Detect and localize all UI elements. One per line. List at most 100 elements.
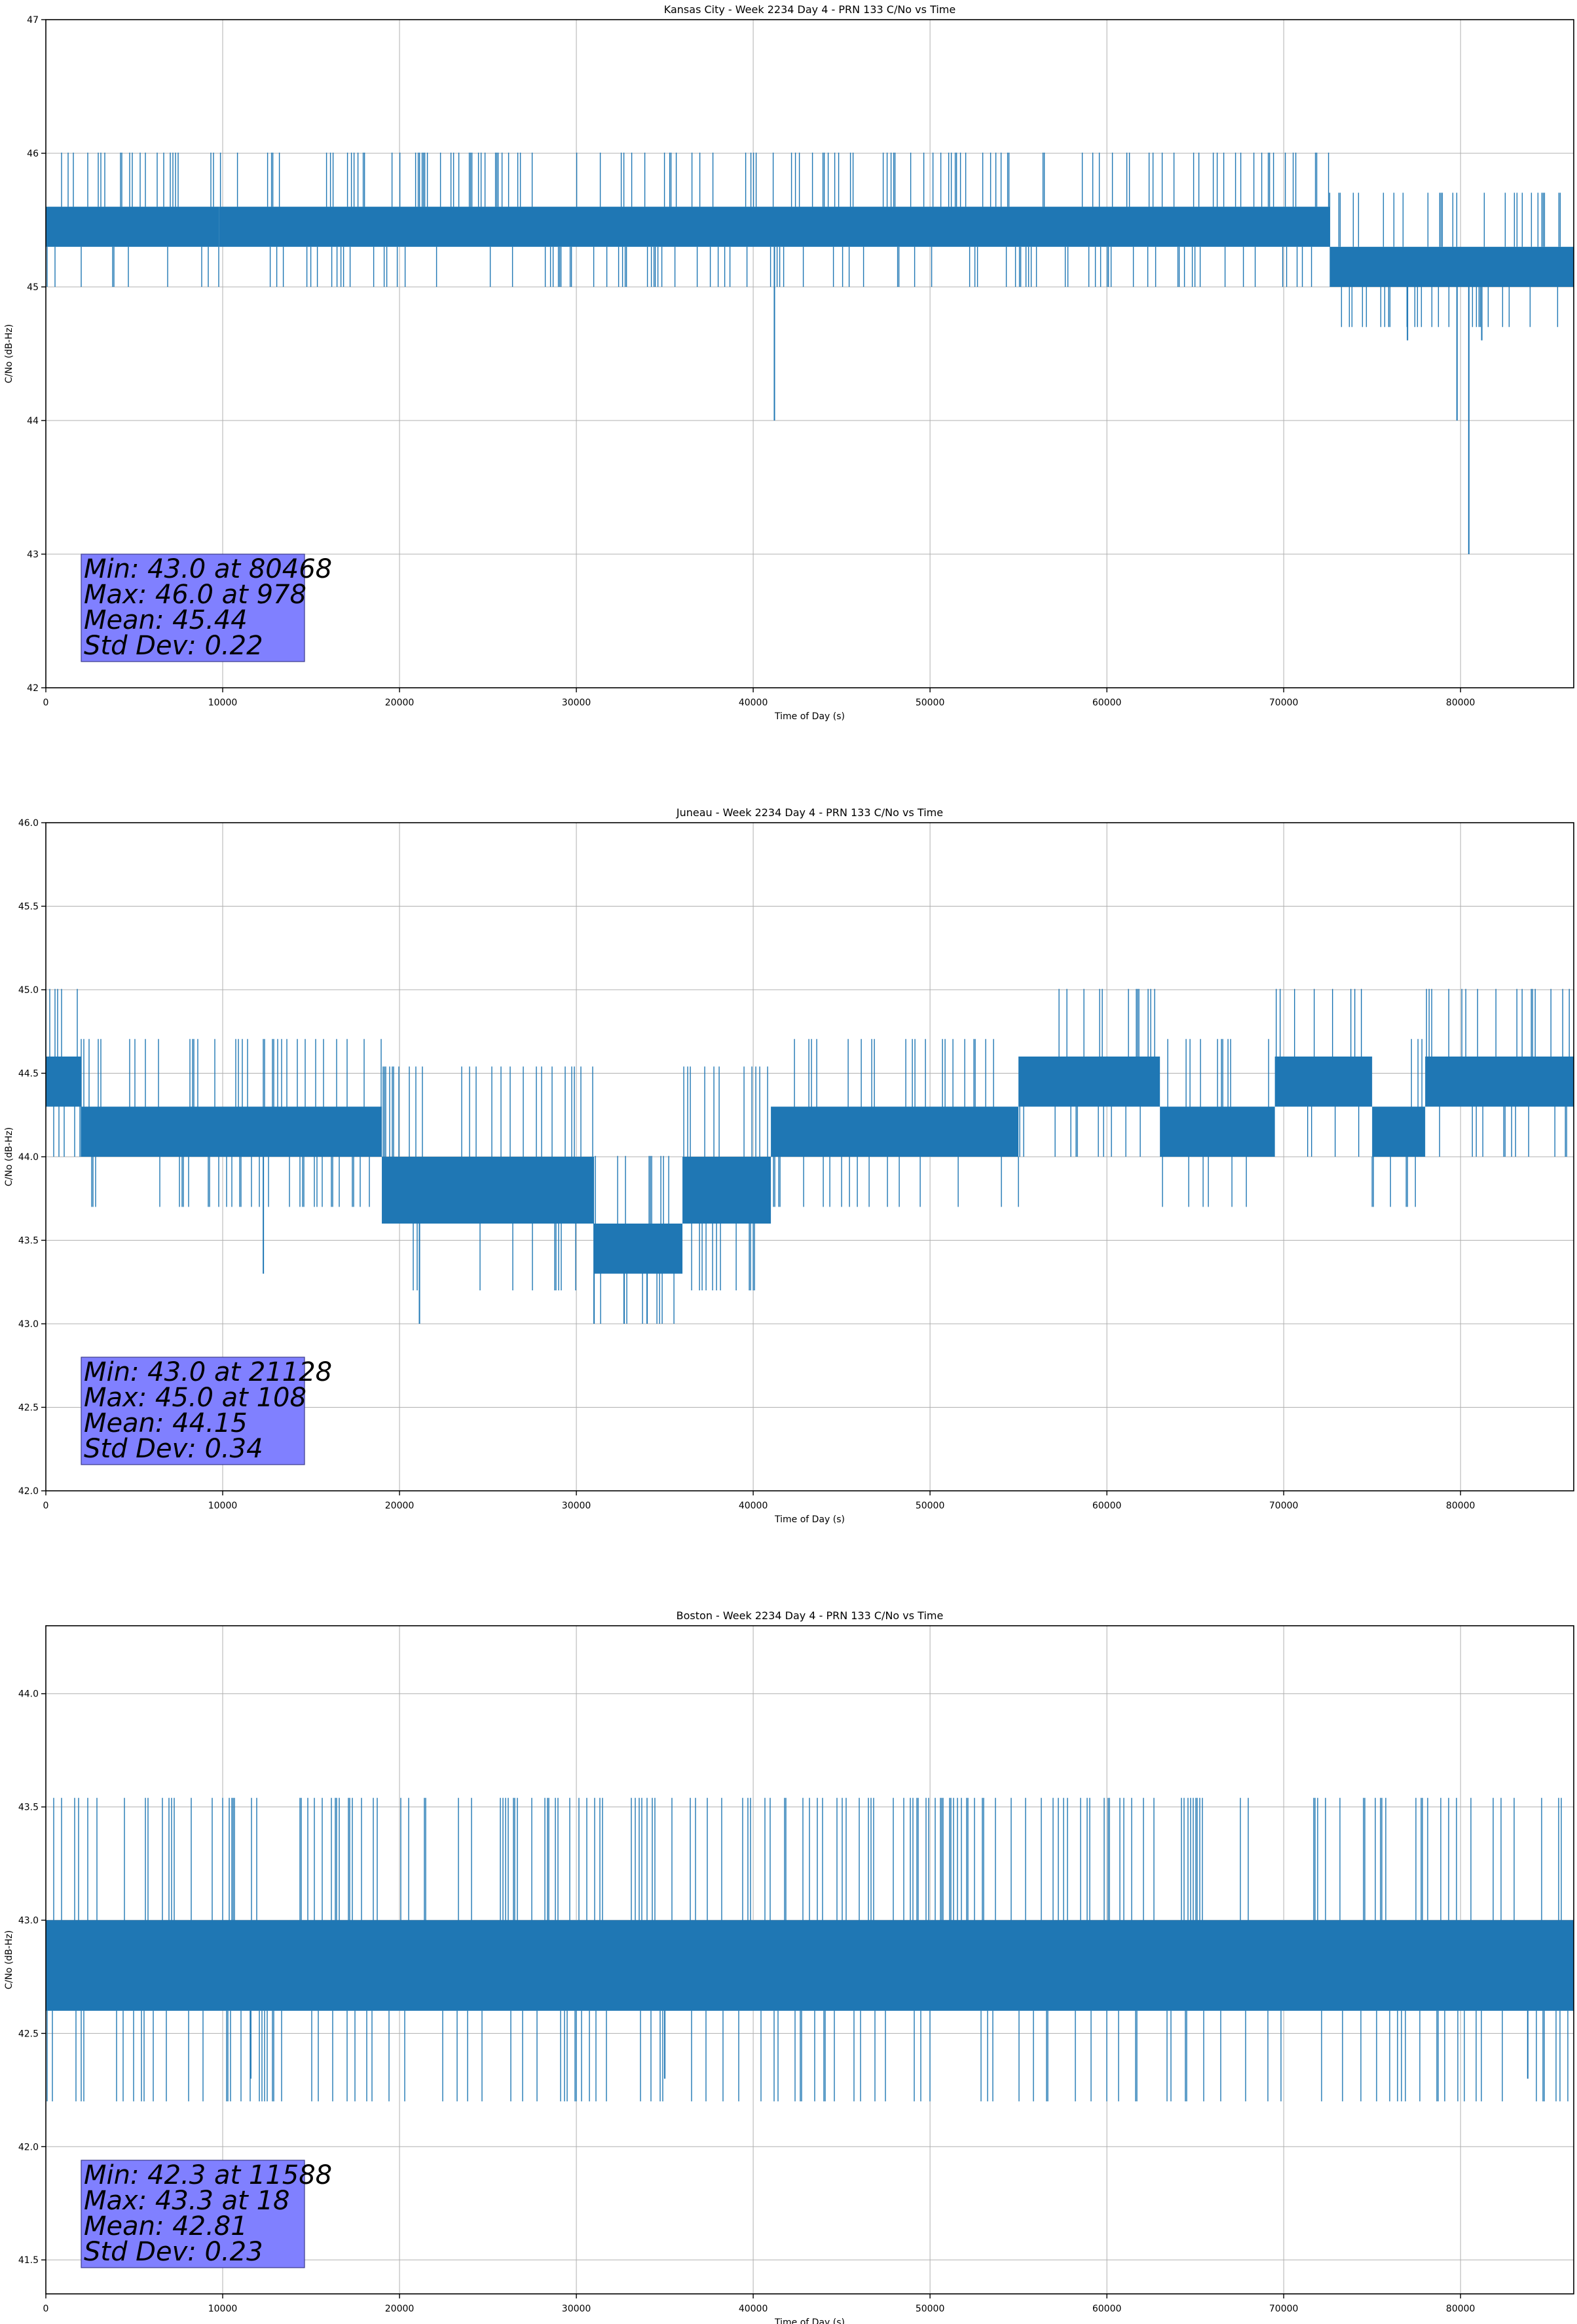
cno-excursions-2 — [219, 153, 1329, 287]
y-tick-label: 42.5 — [18, 2029, 39, 2039]
cno-band-10 — [1372, 1106, 1426, 1157]
x-tick-label: 70000 — [1269, 2304, 1299, 2314]
x-tick-label: 0 — [43, 1501, 49, 1511]
cno-excursions-4 — [595, 1155, 675, 1324]
cno-band-11 — [1425, 1057, 1574, 1107]
x-tick-label: 40000 — [739, 2304, 768, 2314]
cno-excursions-1 — [46, 153, 219, 287]
stats-mean: Mean: 44.15 — [84, 1408, 248, 1438]
cno-excursions-10 — [1371, 1039, 1422, 1207]
x-tick-label: 20000 — [385, 698, 415, 708]
series-cno — [46, 1797, 1574, 2102]
y-tick-label: 45.0 — [18, 985, 39, 996]
axes-frame — [45, 19, 1574, 688]
cno-band-1 — [46, 1057, 82, 1107]
chart-title: Boston - Week 2234 Day 4 - PRN 133 C/No … — [677, 1609, 944, 1622]
x-tick-label: 0 — [43, 2304, 49, 2314]
stats-box — [81, 1357, 305, 1465]
y-tick-label: 44.0 — [18, 1689, 39, 1700]
cno-band-7 — [1018, 1057, 1160, 1107]
stats-box — [81, 2160, 305, 2268]
x-tick-label: 60000 — [1092, 698, 1122, 708]
y-tick-label: 42 — [27, 683, 39, 694]
cno-band-6 — [771, 1106, 1019, 1157]
stats-std-dev: Std Dev: 0.34 — [84, 1434, 263, 1464]
cno-band-3 — [1329, 246, 1574, 287]
y-axis-label: C/No (dB-Hz) — [4, 1930, 14, 1989]
x-tick-label: 30000 — [562, 2304, 591, 2314]
y-tick-label: 46.0 — [18, 818, 39, 829]
stats-min: Min: 42.3 at 11588 — [84, 2160, 332, 2190]
series-cno — [45, 988, 1574, 1324]
y-tick-label: 43.0 — [18, 1915, 39, 1926]
y-tick-label: 42.0 — [18, 2142, 39, 2152]
cno-band-8 — [1160, 1106, 1275, 1157]
stats-min: Min: 43.0 at 21128 — [84, 1357, 332, 1387]
stats-std-dev: Std Dev: 0.23 — [84, 2237, 263, 2267]
stats-std-dev: Std Dev: 0.22 — [84, 631, 263, 661]
cno-band-2 — [219, 206, 1330, 247]
cno-band-9 — [1274, 1057, 1373, 1107]
x-axis-label: Time of Day (s) — [774, 1514, 845, 1525]
y-tick-label: 42.0 — [18, 1486, 39, 1497]
y-tick-label: 43.0 — [18, 1319, 39, 1330]
cno-band-3 — [382, 1157, 595, 1224]
stats-max: Max: 46.0 at 978 — [84, 580, 306, 610]
cno-excursions-2 — [81, 1039, 382, 1207]
cno-excursions-5 — [683, 1066, 768, 1290]
x-tick-label: 10000 — [208, 1501, 238, 1511]
chart-panel-1: 0 10000 20000 30000 40000 50000 60000 70000 8000… — [4, 3, 1574, 722]
chart-panel-2: 0 10000 20000 30000 40000 50000 60000 70000 8000… — [4, 806, 1574, 1525]
x-axis-label: Time of Day (s) — [774, 711, 845, 722]
cno-band-4 — [594, 1224, 683, 1274]
stats-mean: Mean: 42.81 — [84, 2211, 248, 2241]
x-tick-label: 80000 — [1446, 2304, 1475, 2314]
x-tick-label: 40000 — [739, 1501, 768, 1511]
chart-panel-3: 0 10000 20000 30000 40000 50000 60000 70000 8000… — [4, 1609, 1574, 2324]
cno-band-5 — [682, 1157, 771, 1224]
y-tick-label: 44.5 — [18, 1069, 39, 1079]
cno-excursions-1 — [46, 1797, 1568, 2102]
y-tick-label: 44 — [27, 416, 39, 426]
stats-max: Max: 43.3 at 18 — [84, 2186, 289, 2216]
x-tick-label: 50000 — [916, 698, 945, 708]
y-tick-label: 47 — [27, 15, 39, 26]
x-tick-label: 70000 — [1269, 698, 1299, 708]
chart-title: Kansas City - Week 2234 Day 4 - PRN 133 … — [664, 3, 955, 16]
y-tick-label: 45 — [27, 282, 39, 293]
x-tick-label: 70000 — [1269, 1501, 1299, 1511]
series-cno — [46, 153, 1574, 554]
y-tick-label: 43.5 — [18, 1803, 39, 1813]
x-tick-label: 30000 — [562, 1501, 591, 1511]
stats-min: Min: 43.0 at 80468 — [84, 554, 332, 584]
cno-band-1 — [46, 206, 219, 247]
y-tick-label: 42.5 — [18, 1403, 39, 1414]
x-tick-label: 50000 — [916, 1501, 945, 1511]
axes-frame — [45, 1625, 1574, 2295]
y-axis-label: C/No (dB-Hz) — [4, 1127, 14, 1186]
y-tick-label: 46 — [27, 149, 39, 159]
x-axis-label: Time of Day (s) — [774, 2317, 845, 2324]
y-tick-label: 41.5 — [18, 2255, 39, 2266]
stats-mean: Mean: 45.44 — [84, 605, 248, 635]
x-tick-label: 30000 — [562, 698, 591, 708]
x-tick-label: 60000 — [1092, 1501, 1122, 1511]
stats-max: Max: 45.0 at 108 — [84, 1383, 306, 1413]
x-tick-label: 20000 — [385, 1501, 415, 1511]
x-tick-label: 10000 — [208, 698, 238, 708]
stats-box — [81, 553, 305, 662]
cno-band-2 — [81, 1106, 382, 1157]
x-tick-label: 20000 — [385, 2304, 415, 2314]
y-tick-label: 44.0 — [18, 1152, 39, 1163]
y-tick-label: 43 — [27, 550, 39, 560]
x-tick-label: 40000 — [739, 698, 768, 708]
x-tick-label: 50000 — [916, 2304, 945, 2314]
x-tick-label: 80000 — [1446, 698, 1475, 708]
cno-band-1 — [46, 1920, 1574, 2011]
cno-excursions-11 — [1426, 988, 1570, 1157]
x-tick-label: 80000 — [1446, 1501, 1475, 1511]
